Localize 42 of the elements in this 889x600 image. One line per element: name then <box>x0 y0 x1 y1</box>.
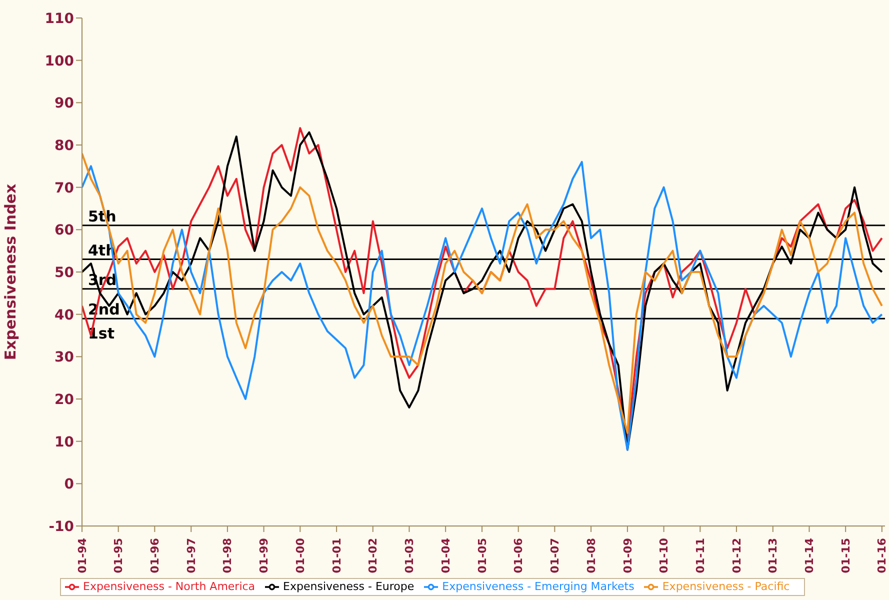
x-tick-label: 01-15 <box>839 538 852 574</box>
legend-label: Expensiveness - North America <box>83 580 256 594</box>
y-tick-label: 110 <box>44 10 74 27</box>
x-tick-label: 01-09 <box>621 538 634 574</box>
x-tick-label: 01-04 <box>439 538 452 574</box>
x-tick-label: 01-01 <box>330 538 344 574</box>
y-tick-label: 60 <box>54 222 74 239</box>
x-tick-label: 01-12 <box>730 538 744 574</box>
y-tick-label: 10 <box>54 434 74 450</box>
x-tick-label: 01-10 <box>658 538 671 574</box>
x-tick-label: 01-11 <box>694 538 707 574</box>
legend-label: Expensiveness - Europe <box>283 580 414 594</box>
x-tick-label: 01-16 <box>876 538 889 574</box>
y-tick-label: 90 <box>54 96 74 112</box>
x-tick-label: 01-02 <box>366 538 380 574</box>
y-tick-label: 0 <box>64 476 74 493</box>
y-tick-label: 40 <box>54 307 74 324</box>
x-tick-label: 01-05 <box>476 538 489 574</box>
x-tick-label: 01-97 <box>184 538 198 574</box>
y-tick-label: 50 <box>54 264 74 281</box>
y-tick-label: 70 <box>54 180 74 196</box>
x-tick-label: 01-98 <box>221 538 234 574</box>
x-tick-label: 01-99 <box>258 538 271 574</box>
y-tick-label: 20 <box>54 392 74 408</box>
x-tick-label: 01-03 <box>403 538 416 574</box>
x-tick-label: 01-14 <box>803 538 816 574</box>
legend-label: Expensiveness - Emerging Markets <box>442 580 634 594</box>
y-tick-label: 100 <box>44 53 74 70</box>
y-axis-title: Expensiveness Index <box>1 184 20 360</box>
y-tick-label: 80 <box>54 138 74 154</box>
x-tick-label: 01-13 <box>766 538 780 574</box>
x-tick-label: 01-07 <box>548 538 562 574</box>
x-tick-label: 01-00 <box>294 538 307 574</box>
x-tick-label: 01-95 <box>112 538 126 574</box>
x-tick-label: 01-96 <box>148 538 162 574</box>
x-tick-label: 01-94 <box>76 538 89 574</box>
legend-label: Expensiveness - Pacific <box>662 580 790 594</box>
y-tick-label: 30 <box>54 350 74 366</box>
x-tick-label: 01-08 <box>584 538 598 574</box>
annotation: 1st <box>88 324 115 343</box>
y-tick-label: -10 <box>48 518 74 535</box>
x-tick-label: 01-06 <box>512 538 526 574</box>
